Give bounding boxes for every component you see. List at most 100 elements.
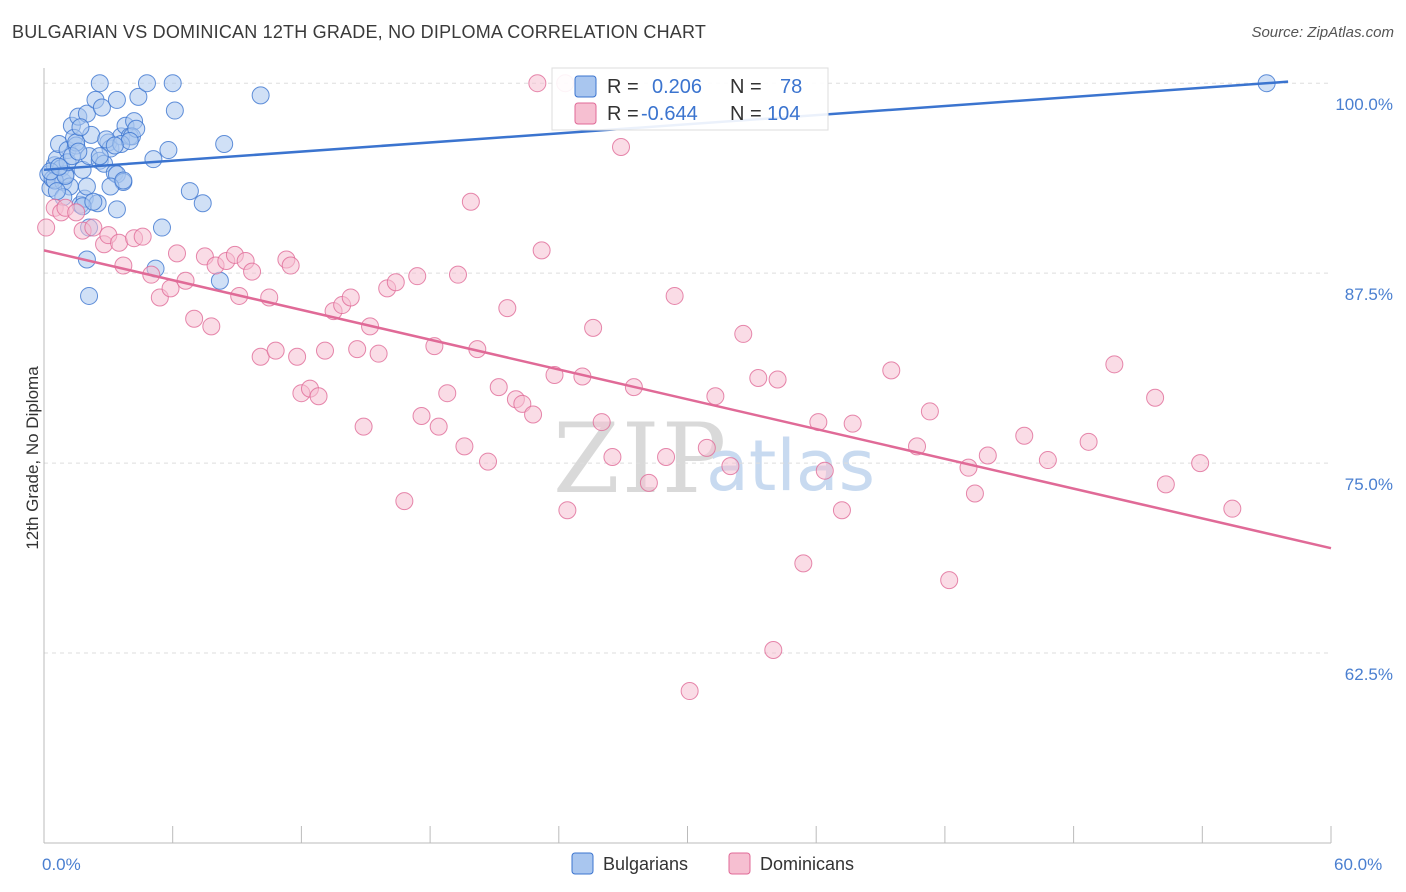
point-dominicans [815,461,834,480]
point-dominicans [697,438,716,457]
point-dominicans [764,641,783,660]
point-dominicans [584,318,603,337]
point-bulgarians [77,177,96,196]
point-bulgarians [159,141,178,160]
point-bulgarians [251,86,270,105]
legend-n-label-1: N = [730,76,762,98]
point-dominicans [1146,388,1165,407]
x-tick-label-max: 60.0% [1334,855,1382,874]
legend-swatch-bulgarians [574,75,597,98]
chart-title: BULGARIAN VS DOMINICAN 12TH GRADE, NO DI… [12,22,707,42]
point-dominicans [920,402,939,421]
point-bulgarians [144,150,163,169]
point-dominicans [315,341,334,360]
point-dominicans [513,394,532,413]
point-bulgarians [47,182,66,201]
point-bulgarians [165,101,184,120]
point-dominicans [37,218,56,237]
point-dominicans [1015,426,1034,445]
point-bulgarians [129,87,148,106]
point-dominicans [479,452,498,471]
point-bulgarians [50,157,69,176]
point-dominicans [455,437,474,456]
point-dominicans [1191,454,1210,473]
point-dominicans [167,244,186,263]
point-dominicans [243,262,262,281]
point-dominicans [706,387,725,406]
legend-r-value-2: -0.644 [641,103,698,125]
point-dominicans [369,344,388,363]
point-dominicans [309,387,328,406]
point-bulgarians [107,200,126,219]
bottom-legend-swatch-dominicans [728,852,751,875]
point-dominicans [202,317,221,336]
point-bulgarians [210,271,229,290]
point-bulgarians [193,194,212,213]
legend-r-value-1: 0.206 [652,76,702,98]
point-bulgarians [105,136,124,155]
y-axis-label: 12th Grade, No Diploma [23,366,42,550]
point-dominicans [110,233,129,252]
point-dominicans [448,265,467,284]
y-tick-label: 100.0% [1335,95,1393,114]
point-dominicans [978,446,997,465]
point-dominicans [288,347,307,366]
point-dominicans [266,341,285,360]
x-tick-label-min: 0.0% [42,855,81,874]
point-dominicans [524,405,543,424]
y-tick-label: 87.5% [1345,285,1393,304]
point-dominicans [185,309,204,328]
point-dominicans [386,273,405,292]
point-dominicans [532,241,551,260]
point-dominicans [965,484,984,503]
point-dominicans [1079,432,1098,451]
point-bulgarians [92,98,111,117]
point-dominicans [408,267,427,286]
legend-bottom: Bulgarians Dominicans [571,852,854,875]
point-dominicans [412,406,431,425]
point-bulgarians [80,286,99,305]
point-dominicans [489,378,508,397]
point-dominicans [348,340,367,359]
point-bulgarians [163,74,182,93]
y-tick-label: 62.5% [1345,665,1393,684]
legend-r-label-1: R = [607,76,639,98]
point-dominicans [1105,355,1124,374]
point-bulgarians [152,218,171,237]
point-dominicans [558,501,577,520]
legend-n-label-2: N = [730,103,762,125]
legend-top-box [551,67,829,131]
point-dominicans [1156,475,1175,494]
point-dominicans [67,203,86,222]
point-dominicans [680,682,699,701]
point-dominicans [133,227,152,246]
point-dominicans [429,417,448,436]
point-dominicans [498,299,517,318]
point-bulgarians [137,74,156,93]
point-dominicans [114,256,133,275]
point-bulgarians [69,142,88,161]
point-dominicans [1223,499,1242,518]
legend-r-label-2: R = [607,103,639,125]
point-bulgarians [90,74,109,93]
trend-line-dominicans [43,249,1332,550]
point-dominicans [882,361,901,380]
watermark-zip: ZIP [553,403,728,515]
point-dominicans [832,501,851,520]
point-dominicans [341,288,360,307]
point-dominicans [721,457,740,476]
point-dominicans [749,369,768,387]
point-dominicans [281,256,300,275]
point-dominicans [161,279,180,298]
point-dominicans [794,554,813,573]
point-dominicans [395,492,414,511]
point-bulgarians [84,192,103,211]
bottom-legend-label-dominicans: Dominicans [760,854,854,874]
point-dominicans [665,286,684,305]
legend-n-value-2: 104 [767,103,800,125]
point-dominicans [84,218,103,237]
point-dominicans [657,448,676,467]
point-bulgarians [90,147,109,166]
point-dominicans [354,417,373,436]
